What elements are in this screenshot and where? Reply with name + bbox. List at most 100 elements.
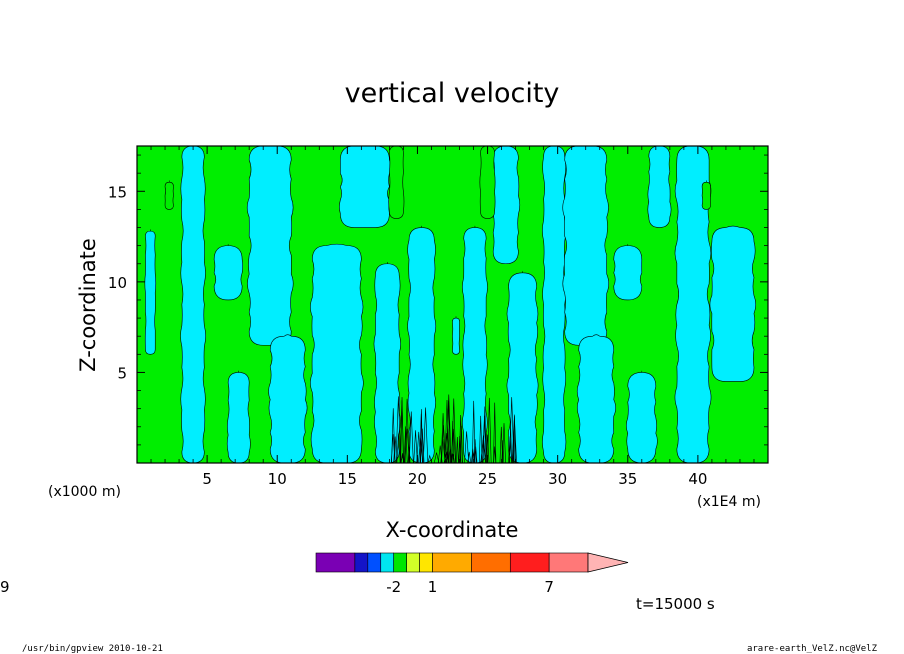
contour-line [451, 398, 457, 463]
x-axis-label: X-coordinate [386, 518, 519, 542]
contour-region [246, 146, 294, 346]
contour-line [407, 446, 411, 463]
colorbar-arrow [587, 552, 629, 573]
contour-line [472, 400, 476, 463]
contour-islands [164, 146, 711, 219]
x-tick-label: 20 [408, 470, 427, 488]
colorbar-cell [367, 552, 382, 573]
contour-line [418, 438, 424, 463]
x-tick-label: 30 [548, 470, 567, 488]
colorbar [315, 552, 629, 573]
plot-frame [136, 145, 769, 464]
plot-area [137, 146, 768, 463]
contour-region [562, 146, 610, 346]
y-axis-label: Z-coordinate [76, 238, 100, 372]
chart-title: vertical velocity [345, 78, 560, 109]
contour-line [482, 406, 487, 463]
x-axis: 5 10 15 20 25 30 35 40 [150, 146, 755, 488]
contour-line [493, 446, 497, 463]
x-tick-label: 5 [202, 470, 212, 488]
contour-region [613, 243, 643, 301]
contour-line [441, 425, 446, 463]
contour-region [674, 146, 712, 463]
contour-line [396, 433, 401, 463]
contour-line [502, 423, 506, 463]
x-tick-label: 10 [268, 470, 287, 488]
x-unit-right: (x1E4 m) [697, 494, 761, 510]
x-unit-left: (x1000 m) [48, 484, 121, 500]
contour-line [395, 396, 402, 463]
contour-line [467, 451, 472, 463]
contour-region [268, 334, 308, 463]
x-tick-label: 40 [688, 470, 707, 488]
contour-region [576, 334, 616, 463]
colorbar-tick-label: -2 [386, 578, 401, 596]
y-tick-label: 5 [117, 364, 127, 382]
contour-region [647, 146, 672, 228]
contour-line [487, 397, 492, 463]
contour-line [458, 415, 463, 463]
contour-line [400, 397, 404, 463]
contour-region [709, 225, 757, 382]
contour-island [164, 180, 174, 210]
contour-line [455, 437, 459, 463]
contour-line [444, 400, 450, 463]
colorbar-labels: -2 1 7 19 [0, 578, 554, 596]
y-axis: 5 10 15 [108, 154, 768, 446]
colorbar-tick-label: 19 [0, 578, 10, 596]
contour-line [474, 446, 478, 463]
contour-region [310, 243, 364, 463]
contour-line [416, 431, 422, 463]
colorbar-tick-label: 1 [428, 578, 438, 596]
contour-line [433, 452, 440, 463]
x-tick-label: 25 [478, 470, 497, 488]
contour-line [493, 402, 497, 463]
colorbar-cell [380, 552, 395, 573]
contour-region [213, 243, 243, 301]
contour-line [464, 431, 470, 463]
y-tick-label: 10 [108, 274, 127, 292]
contour-region [373, 261, 401, 463]
contour-line [437, 445, 443, 463]
contour-island [388, 146, 405, 219]
colorbar-cell [432, 552, 472, 573]
contour-region [180, 146, 206, 463]
contour-region [339, 146, 392, 228]
contour-line [509, 424, 512, 463]
colorbar-cell [471, 552, 511, 573]
contour-island [701, 180, 711, 210]
colorbar-cell [315, 552, 356, 573]
contour-line [422, 407, 429, 463]
colorbar-cell [406, 552, 420, 573]
contour-line [478, 415, 483, 463]
contour-line [391, 408, 396, 463]
contour-line [408, 411, 414, 463]
contour-region [452, 316, 460, 355]
contour-region [491, 146, 521, 265]
contour-line [403, 426, 408, 463]
time-stamp: t=15000 s [636, 595, 715, 613]
contour-line [419, 409, 423, 463]
contour-region [144, 229, 157, 355]
colorbar-cell [509, 552, 550, 573]
x-tick-label: 35 [618, 470, 637, 488]
contour-island [479, 146, 496, 219]
x-tick-label: 15 [338, 470, 357, 488]
contour-line [512, 414, 516, 463]
contour-line [501, 440, 505, 463]
contour-region [226, 370, 251, 463]
colorbar-cell [354, 552, 369, 573]
colorbar-cell [419, 552, 433, 573]
contour-line [473, 439, 477, 463]
contour-line [413, 430, 418, 463]
colorbar-cell [548, 552, 589, 573]
contour-region [625, 370, 658, 463]
colorbar-cell [393, 552, 407, 573]
contour-line [451, 454, 455, 463]
contour-line [404, 398, 410, 463]
contour-line [446, 394, 452, 463]
footer-right: arare-earth_VelZ.nc@VelZ [747, 644, 878, 654]
colorbar-tick-label: 7 [544, 578, 554, 596]
y-tick-label: 15 [108, 183, 127, 201]
